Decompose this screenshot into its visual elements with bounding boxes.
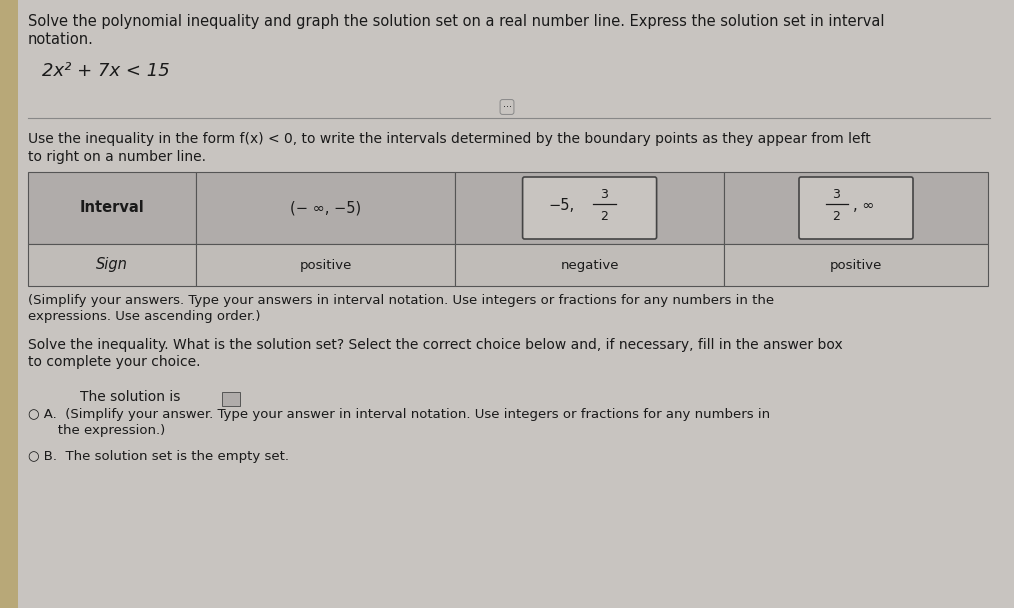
Text: (− ∞, −5): (− ∞, −5) [290, 201, 361, 215]
FancyBboxPatch shape [522, 177, 657, 239]
Text: Use the inequality in the form f(x) < 0, to write the intervals determined by th: Use the inequality in the form f(x) < 0,… [28, 132, 871, 146]
Bar [196, 244, 455, 286]
Text: , ∞: , ∞ [853, 198, 874, 213]
Bar [28, 244, 196, 286]
Text: expressions. Use ascending order.): expressions. Use ascending order.) [28, 310, 261, 323]
Text: 3: 3 [599, 187, 607, 201]
Text: The solution is: The solution is [80, 390, 185, 404]
Text: Sign: Sign [96, 258, 128, 272]
Text: the expression.): the expression.) [28, 424, 165, 437]
Text: Interval: Interval [80, 201, 144, 215]
Text: ○ B.  The solution set is the empty set.: ○ B. The solution set is the empty set. [28, 450, 289, 463]
Bar [724, 244, 988, 286]
Bar [0, 0, 18, 608]
FancyBboxPatch shape [799, 177, 913, 239]
Text: to complete your choice.: to complete your choice. [28, 355, 201, 369]
Text: 2x² + 7x < 15: 2x² + 7x < 15 [42, 62, 169, 80]
Text: ···: ··· [503, 102, 511, 112]
Text: Solve the polynomial inequality and graph the solution set on a real number line: Solve the polynomial inequality and grap… [28, 14, 884, 29]
Text: 2: 2 [832, 210, 840, 223]
Text: positive: positive [829, 258, 882, 272]
Bar [455, 172, 724, 244]
Text: negative: negative [561, 258, 619, 272]
Text: notation.: notation. [28, 32, 94, 47]
Text: Solve the inequality. What is the solution set? Select the correct choice below : Solve the inequality. What is the soluti… [28, 338, 843, 352]
Text: (Simplify your answers. Type your answers in interval notation. Use integers or : (Simplify your answers. Type your answer… [28, 294, 774, 307]
Text: −5,: −5, [549, 198, 575, 213]
Bar [455, 244, 724, 286]
Bar [724, 172, 988, 244]
Bar [28, 172, 196, 244]
Text: 3: 3 [832, 187, 840, 201]
Bar [222, 392, 240, 406]
Text: 2: 2 [599, 210, 607, 223]
Text: to right on a number line.: to right on a number line. [28, 150, 206, 164]
Text: positive: positive [299, 258, 352, 272]
Bar [196, 172, 455, 244]
Text: ○ A.  (Simplify your answer. Type your answer in interval notation. Use integers: ○ A. (Simplify your answer. Type your an… [28, 408, 770, 421]
